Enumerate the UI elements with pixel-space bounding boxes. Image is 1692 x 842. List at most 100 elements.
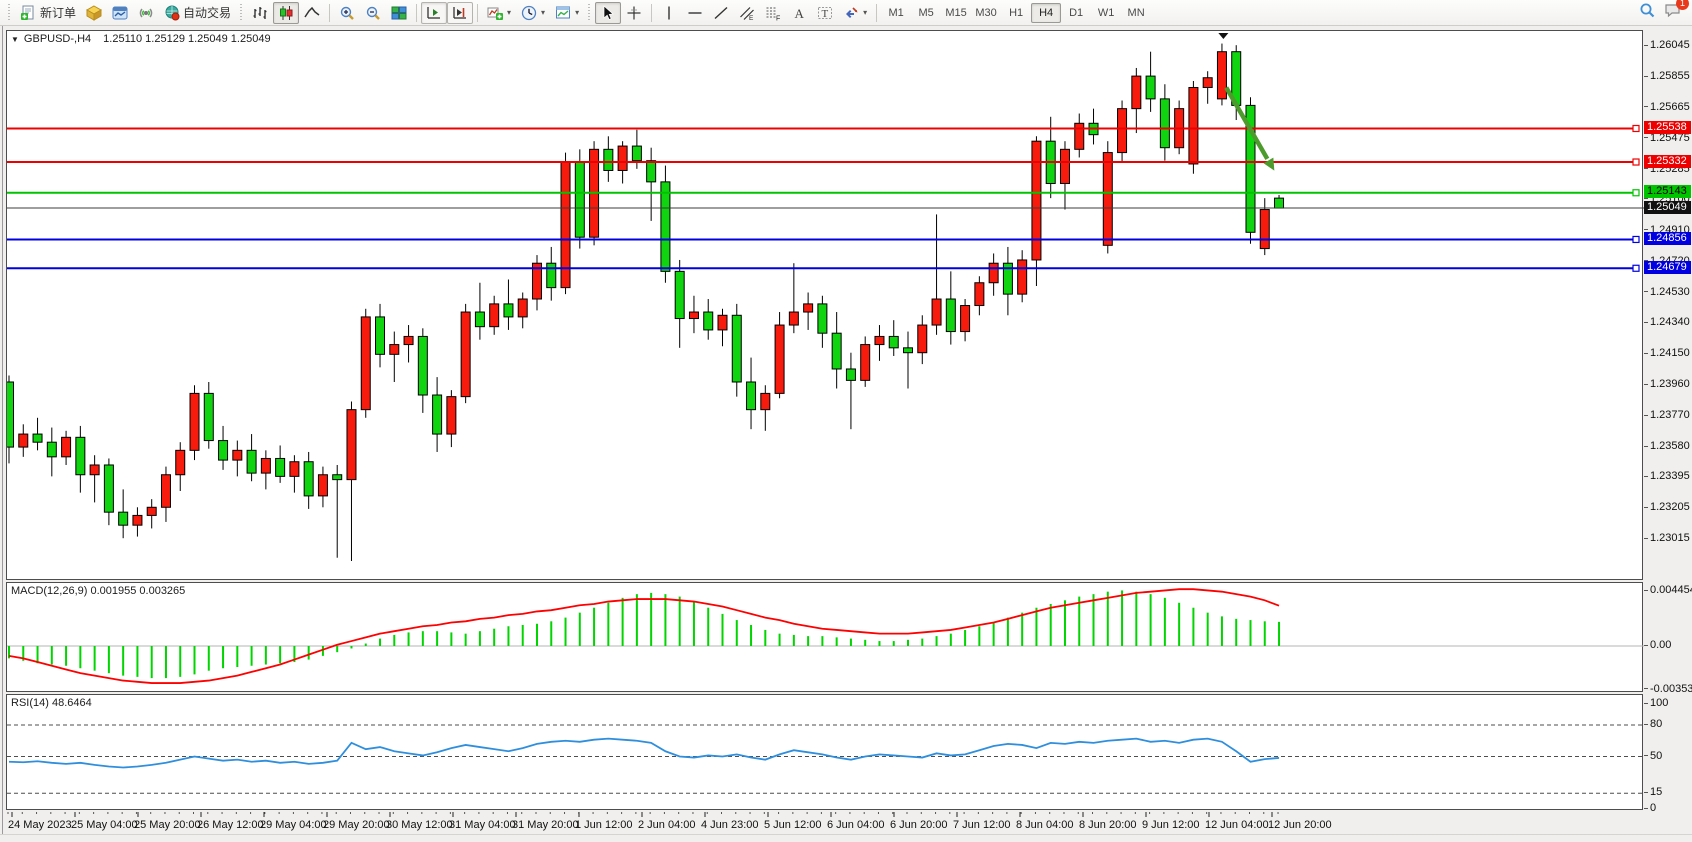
cursor-button[interactable] xyxy=(595,1,622,24)
candle-body[interactable] xyxy=(1059,148,1070,184)
line-handle[interactable] xyxy=(1632,124,1640,133)
templates-button[interactable]: ▾ xyxy=(550,2,584,24)
tile-windows-button[interactable] xyxy=(386,2,412,24)
candle-body[interactable] xyxy=(1259,209,1270,250)
dropdown-caret-icon[interactable]: ▾ xyxy=(507,8,512,17)
candle-body[interactable] xyxy=(603,148,614,171)
notifications-button[interactable]: 1 xyxy=(1664,0,1689,24)
line-handle[interactable] xyxy=(1632,235,1640,244)
candle-body[interactable] xyxy=(460,311,471,398)
candle-body[interactable] xyxy=(546,262,557,289)
candle-body[interactable] xyxy=(1131,75,1142,110)
candle-body[interactable] xyxy=(888,335,899,349)
zoom-in-button[interactable] xyxy=(334,2,360,24)
candle-body[interactable] xyxy=(1002,262,1013,295)
candle-body[interactable] xyxy=(1117,108,1128,154)
crosshair-button[interactable] xyxy=(621,2,647,24)
candle-body[interactable] xyxy=(1145,75,1156,100)
candle-body[interactable] xyxy=(75,436,86,476)
periods-button[interactable]: ▾ xyxy=(516,2,550,24)
candlestick-chart[interactable] xyxy=(7,31,1644,581)
timeframe-w1-button[interactable]: W1 xyxy=(1097,6,1115,19)
candle-body[interactable] xyxy=(703,311,714,331)
chart-shift-marker-icon[interactable] xyxy=(1218,33,1229,39)
candle-body[interactable] xyxy=(817,303,828,334)
dropdown-caret-icon[interactable]: ▾ xyxy=(541,8,546,17)
candle-body[interactable] xyxy=(931,298,942,326)
indicators-button[interactable]: ▾ xyxy=(482,2,516,24)
dropdown-caret-icon[interactable]: ▾ xyxy=(575,8,580,17)
line-handle[interactable] xyxy=(1632,158,1640,166)
candle-body[interactable] xyxy=(289,461,300,477)
candle-body[interactable] xyxy=(945,298,956,333)
candle-body[interactable] xyxy=(218,440,229,461)
candle-body[interactable] xyxy=(32,433,43,443)
line-handle[interactable] xyxy=(1632,264,1640,272)
candle-body[interactable] xyxy=(660,181,671,272)
candle-body[interactable] xyxy=(746,381,757,411)
timeframe-m5-button[interactable]: M5 xyxy=(918,6,934,19)
candle-body[interactable] xyxy=(317,474,328,497)
candle-body[interactable] xyxy=(646,160,657,183)
candle-body[interactable] xyxy=(1245,104,1256,233)
timeframe-m1-button[interactable]: M1 xyxy=(888,6,904,19)
candle-body[interactable] xyxy=(903,347,914,354)
zoom-out-button[interactable] xyxy=(360,2,386,24)
candle-chart-button[interactable] xyxy=(273,1,300,24)
candle-body[interactable] xyxy=(1031,140,1042,261)
candle-body[interactable] xyxy=(688,311,699,320)
time-axis[interactable]: 24 May 2023 25 May 04:00 25 May 20:00 26 Ma… xyxy=(6,812,1643,834)
candle-body[interactable] xyxy=(7,381,14,448)
candle-body[interactable] xyxy=(517,298,528,318)
candle-body[interactable] xyxy=(474,311,485,328)
horizontal-line-button[interactable] xyxy=(682,2,708,24)
price-panel[interactable]: ▼ GBPUSD-,H4 1.25110 1.25129 1.25049 1.250… xyxy=(6,30,1644,581)
candle-body[interactable] xyxy=(731,314,742,383)
chart-shift-button[interactable] xyxy=(447,1,474,24)
macd-panel[interactable]: MACD(12,26,9) 0.001955 0.003265 xyxy=(6,582,1644,692)
candle-body[interactable] xyxy=(831,332,842,370)
timeframe-d1-button[interactable]: D1 xyxy=(1069,6,1084,19)
candle-body[interactable] xyxy=(617,145,628,171)
candle-body[interactable] xyxy=(574,161,585,238)
trendline-button[interactable] xyxy=(708,2,734,24)
arrows-button[interactable]: ▾ xyxy=(838,2,872,24)
candle-body[interactable] xyxy=(503,303,514,318)
candle-body[interactable] xyxy=(1102,152,1113,246)
candle-body[interactable] xyxy=(774,324,785,394)
candle-body[interactable] xyxy=(803,303,814,313)
chart-collapse-icon[interactable]: ▼ xyxy=(11,35,19,44)
candle-body[interactable] xyxy=(389,344,400,355)
candle-body[interactable] xyxy=(346,409,357,481)
fibonacci-button[interactable]: F xyxy=(760,2,786,24)
candle-body[interactable] xyxy=(232,449,243,461)
candle-body[interactable] xyxy=(760,392,771,411)
rsi-chart[interactable] xyxy=(7,695,1644,811)
candle-body[interactable] xyxy=(275,457,286,477)
candle-body[interactable] xyxy=(175,449,186,476)
candle-body[interactable] xyxy=(1017,259,1028,295)
candle-body[interactable] xyxy=(988,262,999,284)
equidistant-channel-button[interactable]: E xyxy=(734,2,760,24)
line-handle[interactable] xyxy=(1632,189,1640,197)
candle-body[interactable] xyxy=(1074,122,1085,150)
candle-body[interactable] xyxy=(118,511,129,526)
dropdown-caret-icon[interactable]: ▾ xyxy=(863,8,868,17)
candle-body[interactable] xyxy=(203,392,214,442)
candle-body[interactable] xyxy=(446,396,457,435)
candle-body[interactable] xyxy=(1202,77,1213,88)
candle-body[interactable] xyxy=(845,368,856,381)
candle-body[interactable] xyxy=(960,305,971,333)
arrow-annotation[interactable] xyxy=(1224,86,1270,160)
candle-body[interactable] xyxy=(860,344,871,381)
scroll-to-end-button[interactable] xyxy=(421,1,448,24)
candle-body[interactable] xyxy=(332,474,343,481)
candle-body[interactable] xyxy=(917,324,928,354)
text-label-button[interactable]: T xyxy=(812,2,838,24)
candle-body[interactable] xyxy=(303,461,314,497)
candle-body[interactable] xyxy=(1274,197,1285,209)
candle-body[interactable] xyxy=(46,441,57,458)
candle-body[interactable] xyxy=(788,311,799,326)
candle-body[interactable] xyxy=(432,394,443,435)
timeframe-m30-button[interactable]: M30 xyxy=(975,6,997,19)
